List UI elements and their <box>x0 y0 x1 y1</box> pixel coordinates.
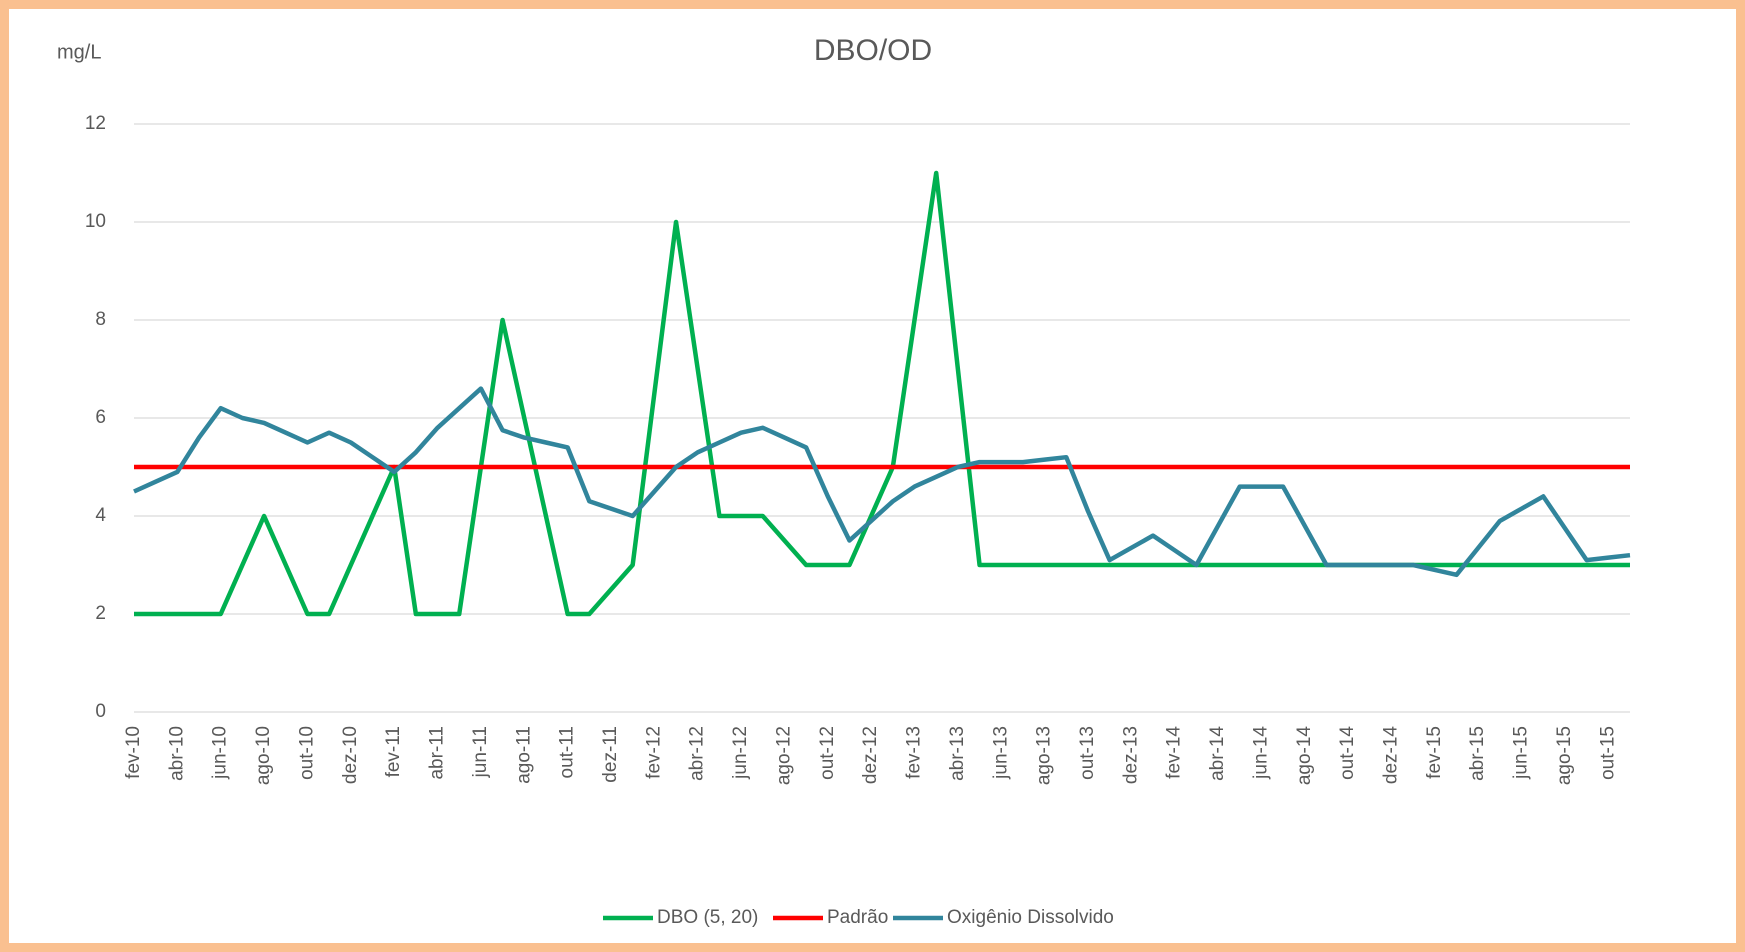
x-tick-label: out-13 <box>1077 726 1098 780</box>
x-tick-label: jun-11 <box>470 726 491 778</box>
x-tick-label: jun-14 <box>1250 726 1271 780</box>
y-axis-label: mg/L <box>57 41 101 63</box>
x-tick-label: fev-12 <box>643 726 664 779</box>
x-tick-label: ago-10 <box>253 726 274 785</box>
x-tick-label: abr-11 <box>427 726 448 780</box>
x-tick-label: abr-12 <box>687 726 708 781</box>
series-line <box>133 386 1631 578</box>
x-tick-label: abr-15 <box>1467 726 1488 781</box>
x-tick-label: out-10 <box>296 726 317 780</box>
legend-label: Oxigênio Dissolvido <box>947 907 1114 928</box>
x-tick-label: jun-13 <box>990 726 1011 780</box>
y-tick-label: 12 <box>85 113 106 134</box>
x-tick-label: dez-11 <box>600 726 621 783</box>
chart: DBO/OD mg/L 0 2 4 6 8 10 12 fev-10 abr-10 jun-10 a… <box>9 9 1736 943</box>
x-tick-label: abr-14 <box>1207 726 1228 781</box>
x-tick-label: ago-11 <box>513 726 534 784</box>
x-tick-label: fev-10 <box>123 726 144 779</box>
legend-label: DBO (5, 20) <box>657 907 758 928</box>
x-tick-label: ago-13 <box>1034 726 1055 785</box>
series-line <box>134 170 1630 617</box>
x-tick-label: out-15 <box>1597 726 1618 780</box>
x-tick-label: fev-14 <box>1164 726 1185 779</box>
y-tick-label: 2 <box>95 603 106 624</box>
x-tick-label: ago-12 <box>773 726 794 785</box>
y-tick-label: 6 <box>95 407 106 428</box>
x-tick-label: out-11 <box>557 726 578 778</box>
chart-title: DBO/OD <box>814 34 932 67</box>
legend-label: Padrão <box>827 907 888 928</box>
x-tick-label: abr-13 <box>947 726 968 781</box>
x-tick-label: out-14 <box>1337 726 1358 780</box>
y-tick-label: 0 <box>95 701 106 722</box>
y-tick-label: 8 <box>95 309 106 330</box>
y-tick-label: 4 <box>95 505 106 526</box>
x-tick-label: ago-15 <box>1554 726 1575 785</box>
x-tick-label: jun-10 <box>210 726 231 780</box>
y-tick-label: 10 <box>85 211 106 232</box>
x-tick-label: jun-12 <box>730 726 751 780</box>
x-tick-label: dez-12 <box>860 726 881 784</box>
x-tick-label: dez-13 <box>1120 726 1141 784</box>
x-tick-label: abr-10 <box>166 726 187 781</box>
x-tick-label: ago-14 <box>1294 726 1315 786</box>
x-tick-label: dez-14 <box>1381 726 1402 785</box>
x-tick-label: fev-11 <box>383 726 404 777</box>
x-tick-label: jun-15 <box>1511 726 1532 780</box>
x-tick-label: fev-13 <box>904 726 925 779</box>
x-tick-label: fev-15 <box>1424 726 1445 779</box>
x-tick-label: dez-10 <box>340 726 361 784</box>
x-tick-label: out-12 <box>817 726 838 780</box>
